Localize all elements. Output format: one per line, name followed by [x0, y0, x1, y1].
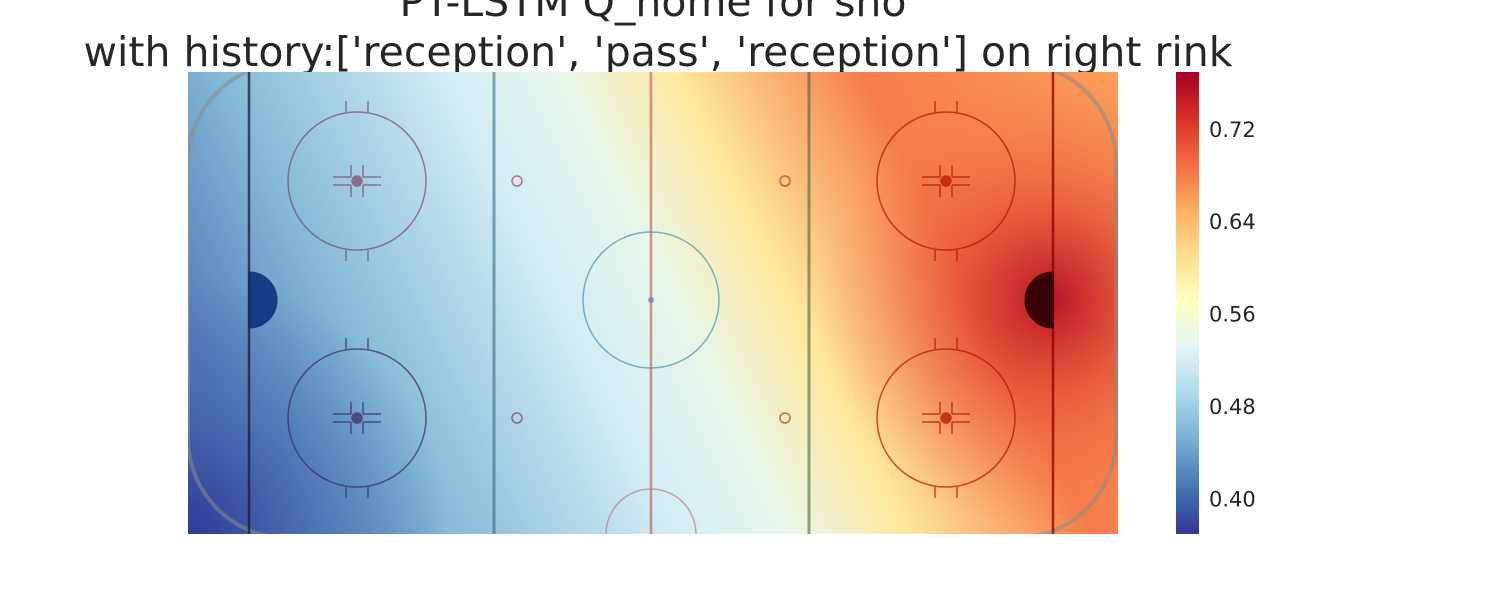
neutral-dot — [779, 175, 791, 187]
neutral-dot — [779, 412, 791, 424]
colorbar-tick-label: 0.40 — [1209, 487, 1256, 511]
faceoff-circle — [287, 101, 427, 261]
faceoff-circle — [876, 338, 1016, 498]
chart-title-line-2: with history:['reception', 'pass', 'rece… — [84, 28, 1233, 76]
heatmap-hotspot — [188, 72, 1118, 534]
end-zone-faceoff-circles — [287, 101, 1016, 498]
center-faceoff-dot — [648, 297, 654, 303]
faceoff-circle — [876, 101, 1016, 261]
center-faceoff-circle — [582, 231, 720, 369]
rink-overlay — [188, 72, 1118, 534]
heatmap-field — [188, 72, 1118, 534]
neutral-dot — [511, 412, 523, 424]
colorbar-bar — [1176, 72, 1199, 534]
chart-title: PT-LSTM Q_home for sho with history:['re… — [84, 0, 1233, 76]
chart-title-line-1: PT-LSTM Q_home for sho — [400, 0, 907, 26]
goal-crease-left — [248, 271, 278, 329]
neutral-dot — [511, 175, 523, 187]
colorbar-tick-label: 0.48 — [1209, 395, 1256, 419]
faceoff-circle — [287, 338, 427, 498]
colorbar-tick-label: 0.72 — [1209, 118, 1256, 142]
colorbar-ticks: 0.40 0.48 0.56 0.64 0.72 — [1209, 118, 1256, 512]
goal-crease-right — [1024, 271, 1054, 329]
colorbar-tick-label: 0.64 — [1209, 210, 1256, 234]
referee-crease — [605, 488, 697, 534]
rink-boards — [188, 72, 1118, 534]
colorbar-tick-label: 0.56 — [1209, 303, 1256, 327]
colorbar: 0.40 0.48 0.56 0.64 0.72 — [1176, 72, 1256, 534]
